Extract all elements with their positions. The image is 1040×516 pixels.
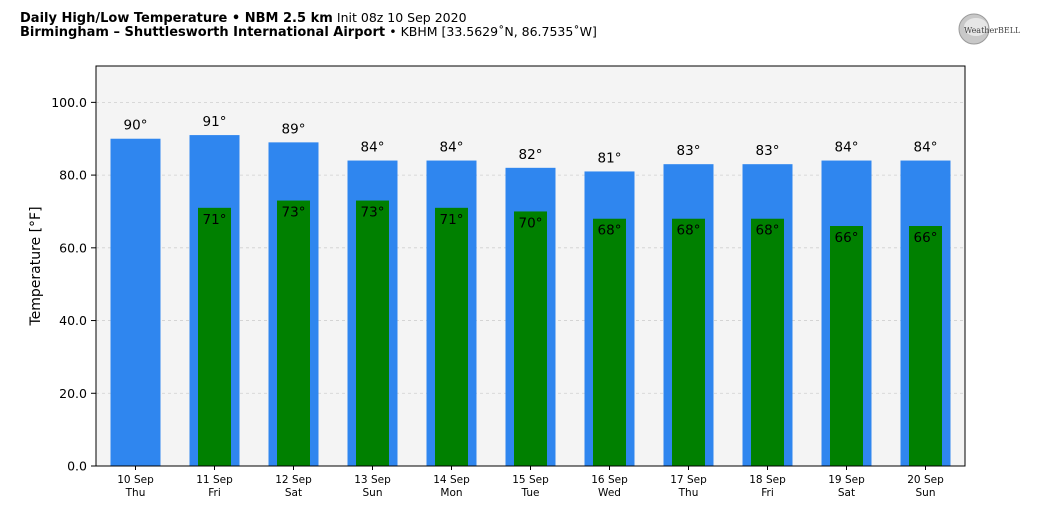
x-tick-weekday: Thu	[125, 487, 146, 499]
y-tick-label: 40.0	[59, 313, 87, 328]
y-axis-label: Temperature [°F]	[28, 206, 44, 326]
high-label: 83°	[756, 143, 780, 159]
low-label: 73°	[282, 205, 306, 221]
y-tick-label: 100.0	[51, 95, 87, 110]
x-tick-weekday: Mon	[440, 487, 462, 499]
high-label: 84°	[835, 140, 859, 156]
high-label: 91°	[203, 114, 227, 130]
low-label: 68°	[598, 223, 622, 239]
x-tick-date: 10 Sep	[117, 474, 154, 486]
high-label: 84°	[361, 140, 385, 156]
location-name: Birmingham – Shuttlesworth International…	[20, 25, 386, 40]
y-axis: 0.0 20.0 40.0 60.0 80.0 100.0	[51, 95, 96, 474]
low-bar	[672, 218, 705, 466]
x-tick-weekday: Sun	[363, 487, 383, 499]
low-bar	[356, 200, 389, 466]
low-label: 68°	[756, 223, 780, 239]
y-tick-label: 60.0	[59, 240, 87, 255]
logo-text: WeatherBELL	[964, 26, 1020, 35]
high-label: 84°	[914, 140, 938, 156]
x-tick-date: 19 Sep	[828, 474, 865, 486]
high-bar	[110, 138, 161, 466]
chart-title: Daily High/Low Temperature • NBM 2.5 km …	[20, 10, 467, 26]
low-label: 70°	[519, 215, 543, 231]
high-label: 82°	[519, 147, 543, 163]
x-tick-date: 12 Sep	[275, 474, 312, 486]
bars	[110, 135, 951, 467]
chart-subtitle: Birmingham – Shuttlesworth International…	[20, 24, 597, 40]
x-tick-date: 15 Sep	[512, 474, 549, 486]
x-tick-date: 18 Sep	[749, 474, 786, 486]
x-tick-weekday: Fri	[761, 487, 774, 499]
low-label: 66°	[914, 230, 938, 246]
x-tick-weekday: Fri	[208, 487, 221, 499]
high-label: 83°	[677, 143, 701, 159]
low-bar	[514, 211, 547, 466]
low-label: 71°	[440, 212, 464, 228]
x-tick-weekday: Sat	[285, 487, 302, 499]
y-tick-label: 80.0	[59, 168, 87, 183]
low-bar	[751, 218, 784, 466]
low-label: 68°	[677, 223, 701, 239]
low-bar	[277, 200, 310, 466]
y-tick-label: 20.0	[59, 386, 87, 401]
x-tick-date: 20 Sep	[907, 474, 944, 486]
low-bar	[593, 218, 626, 466]
x-tick-weekday: Tue	[521, 487, 540, 499]
low-label: 73°	[361, 205, 385, 221]
weatherbell-logo: WeatherBELL	[958, 13, 1020, 45]
title-bullet: •	[231, 11, 241, 26]
x-tick-weekday: Sat	[838, 487, 855, 499]
low-bar	[909, 226, 942, 466]
high-label: 89°	[282, 121, 306, 137]
low-bar	[830, 226, 863, 466]
low-label: 66°	[835, 230, 859, 246]
low-bar	[198, 207, 231, 466]
x-tick-weekday: Sun	[916, 487, 936, 499]
x-tick-date: 14 Sep	[433, 474, 470, 486]
x-tick-date: 16 Sep	[591, 474, 628, 486]
station-code: KBHM [33.5629˚N, 86.7535˚W]	[400, 24, 597, 39]
high-label: 81°	[598, 150, 622, 166]
init-time: Init 08z 10 Sep 2020	[336, 10, 467, 25]
x-tick-date: 13 Sep	[354, 474, 391, 486]
low-bar	[435, 207, 468, 466]
low-label: 71°	[203, 212, 227, 228]
x-tick-weekday: Wed	[598, 487, 621, 499]
x-tick-weekday: Thu	[678, 487, 699, 499]
high-label: 84°	[440, 140, 464, 156]
value-labels: 90° 91° 71° 89° 73° 84° 73° 84° 71° 82° 70° 81° 68° 8…	[124, 114, 938, 246]
model-name: NBM 2.5 km	[244, 11, 333, 26]
title-text: Daily High/Low Temperature	[20, 11, 228, 26]
x-tick-date: 11 Sep	[196, 474, 233, 486]
station-info: • KBHM [33.5629˚N, 86.7535˚W]	[389, 24, 597, 39]
x-tick-date: 17 Sep	[670, 474, 707, 486]
high-label: 90°	[124, 118, 148, 134]
y-tick-label: 0.0	[67, 459, 87, 474]
